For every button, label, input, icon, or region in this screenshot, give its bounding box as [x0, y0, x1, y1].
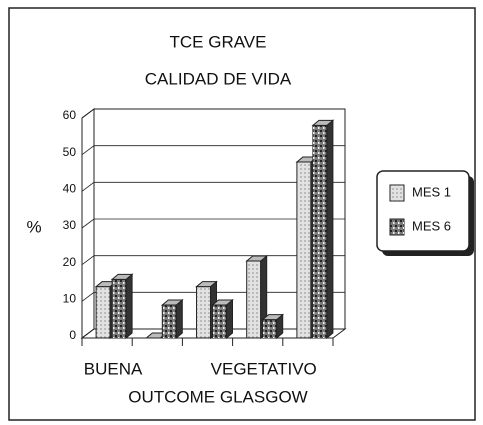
- bar-side: [326, 119, 334, 340]
- bar-texture: [196, 286, 211, 338]
- bar: [160, 298, 184, 340]
- bar-texture: [212, 305, 227, 338]
- bar: [245, 254, 269, 340]
- legend: MES 1 MES 6: [376, 170, 474, 256]
- x-tick-label: VEGETATIVO: [211, 359, 317, 378]
- legend-box: [376, 170, 470, 252]
- bar-texture: [296, 162, 311, 338]
- grid-line: [81, 145, 345, 155]
- bar: [211, 298, 234, 340]
- legend-swatch-texture: [390, 185, 404, 201]
- grid-line: [81, 218, 345, 229]
- y-axis-label: %: [26, 217, 41, 236]
- legend-label: MES 6: [412, 218, 451, 233]
- bar-side: [226, 298, 233, 340]
- y-tick-label: 20: [63, 255, 77, 269]
- bar-top: [211, 299, 234, 306]
- bar-top: [195, 281, 218, 288]
- bar: [110, 273, 134, 340]
- bar-top: [160, 299, 184, 306]
- bar: [311, 119, 335, 340]
- y-tick-label: 40: [63, 182, 77, 196]
- grid-line: [81, 108, 345, 119]
- grid-line: [81, 181, 345, 192]
- bar-top: [245, 255, 269, 262]
- chart-title: TCE GRAVE: [170, 32, 267, 51]
- bar-top: [261, 314, 285, 321]
- frame: [8, 7, 476, 421]
- bar-top: [110, 273, 134, 280]
- bar-texture: [262, 319, 277, 338]
- bar: [261, 313, 285, 340]
- y-tick-label: 0: [69, 328, 76, 342]
- bar-side: [125, 273, 133, 340]
- chart-subtitle: CALIDAD DE VIDA: [145, 69, 292, 88]
- x-axis-label: OUTCOME GLASGOW: [128, 387, 307, 406]
- y-tick-label: 60: [63, 108, 77, 122]
- bar-texture: [162, 305, 177, 338]
- bar-texture: [96, 286, 111, 338]
- bar-texture: [312, 125, 327, 338]
- legend-swatch-texture: [390, 219, 404, 235]
- y-tick-label: 30: [63, 218, 77, 232]
- bar-texture: [246, 261, 261, 338]
- bar-texture: [112, 279, 127, 338]
- bar-top: [311, 119, 335, 126]
- x-tick-label: BUENA: [84, 359, 143, 378]
- legend-label: MES 1: [412, 184, 451, 199]
- y-tick-label: 50: [63, 145, 77, 159]
- bar-side: [175, 298, 183, 340]
- y-tick-label: 10: [63, 292, 77, 306]
